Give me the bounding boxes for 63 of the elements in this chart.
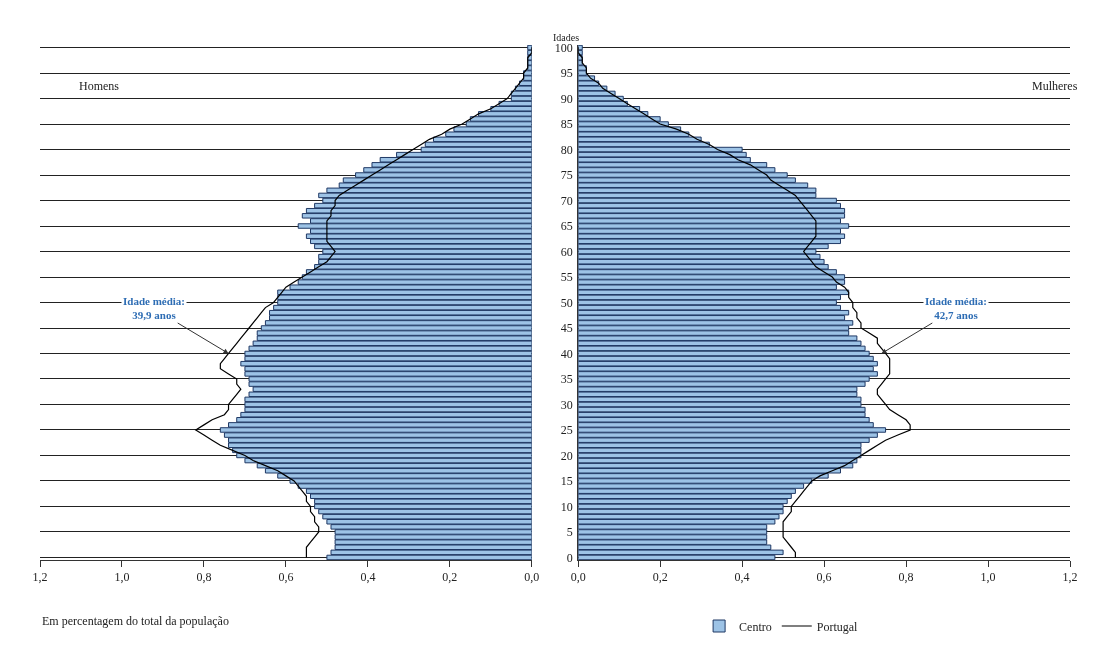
x-tick-label: 0,4 [360, 570, 376, 585]
y-axis-title: Idades [553, 32, 580, 43]
y-tick-label: 70 [560, 193, 573, 208]
y-tick-label: 10 [560, 499, 573, 514]
bar [318, 258, 532, 265]
text: Homens [79, 79, 120, 93]
bar [578, 258, 825, 265]
x-tick-label: 1,2 [32, 570, 48, 585]
y-tick-label: 15 [560, 474, 573, 489]
y-tick-label: 50 [560, 295, 573, 310]
y-tick-label: 5 [566, 525, 573, 540]
x-tick-label: 0,8 [898, 570, 914, 585]
text: Em percentagem do total da população [42, 614, 229, 628]
legend-label: Centro [739, 619, 772, 634]
annotation: Idade média: 39,9 anos [123, 295, 186, 322]
y-tick-label: 35 [560, 372, 573, 387]
x-tick-label: 1,2 [1062, 570, 1078, 585]
annotation: Idade média: 42,7 anos [925, 295, 988, 322]
bar [578, 411, 866, 418]
x-tick-label: 0,8 [196, 570, 212, 585]
y-tick-label: 30 [560, 397, 573, 412]
y-tick-label: 95 [560, 66, 573, 81]
y-tick-label: 45 [560, 321, 573, 336]
x-tick-label: 0,4 [734, 570, 750, 585]
x-tick-label: 1,0 [114, 570, 130, 585]
legend-label: Portugal [816, 619, 859, 634]
y-tick-label: 20 [560, 448, 573, 463]
y-tick-label: 60 [560, 244, 573, 259]
bar [244, 350, 532, 357]
x-tick-label: 0,2 [442, 570, 458, 585]
x-tick-label: 0,2 [652, 570, 668, 585]
x-tick-label: 0,0 [524, 570, 540, 585]
x-tick-label: 0,6 [278, 570, 294, 585]
bar [578, 360, 878, 367]
y-tick-label: 40 [560, 346, 573, 361]
bar [244, 406, 532, 413]
y-tick-label: 75 [560, 168, 573, 183]
bar [318, 253, 532, 260]
y-tick-label: 65 [560, 219, 573, 234]
bar [578, 146, 743, 153]
bar [578, 406, 866, 413]
bar [240, 411, 532, 418]
bar [578, 197, 837, 204]
bar [277, 299, 532, 306]
y-tick-label: 85 [560, 117, 573, 132]
y-tick-label: 55 [560, 270, 573, 285]
bar [578, 202, 841, 209]
bar [240, 360, 532, 367]
y-tick-label: 90 [560, 91, 573, 106]
y-tick-label: 80 [560, 142, 573, 157]
y-tick-label: 25 [560, 423, 573, 438]
bar [269, 309, 532, 316]
y-tick-label: 100 [554, 40, 573, 55]
bar [273, 304, 532, 311]
text: Mulheres [1032, 79, 1078, 93]
bar [578, 253, 821, 260]
x-tick-label: 0,0 [570, 570, 586, 585]
x-tick-label: 1,0 [980, 570, 996, 585]
bar [578, 350, 870, 357]
y-tick-label: 0 [566, 550, 573, 565]
bar [578, 309, 850, 316]
bar [578, 299, 837, 306]
x-tick-label: 0,6 [816, 570, 832, 585]
